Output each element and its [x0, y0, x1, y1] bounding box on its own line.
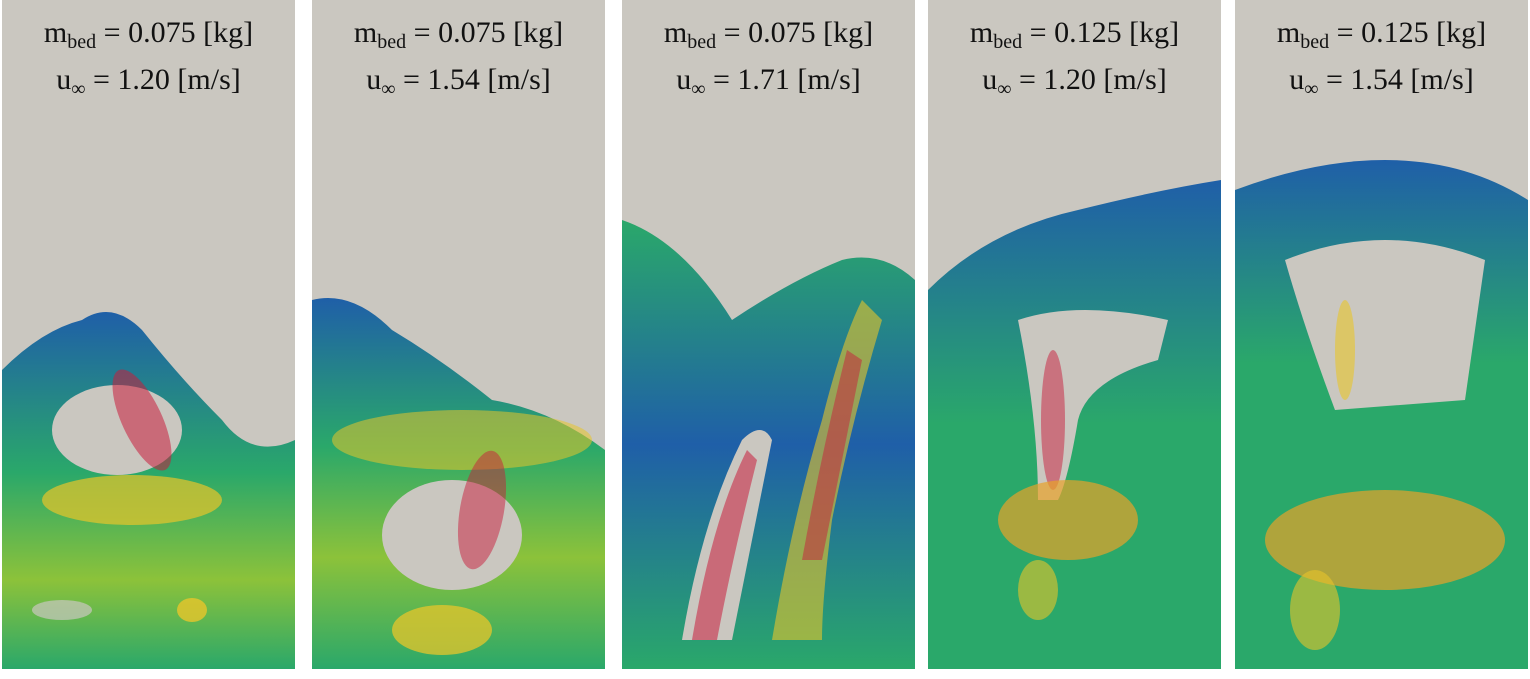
mass-line: mbed = 0.075 [kg]	[353, 16, 564, 53]
simulation-panel-4: mbed = 0.125 [kg] u∞ = 1.20 [m/s]	[928, 0, 1221, 669]
particle-bed-image	[622, 220, 915, 669]
particle-bed-image	[312, 298, 605, 669]
velocity-line: u∞ = 1.54 [m/s]	[1289, 63, 1474, 100]
particle-bed-image	[2, 312, 295, 669]
velocity-line: u∞ = 1.54 [m/s]	[366, 63, 551, 100]
simulation-panel-5: mbed = 0.125 [kg] u∞ = 1.54 [m/s]	[1235, 0, 1528, 669]
mass-line: mbed = 0.125 [kg]	[969, 16, 1180, 53]
panel-label: mbed = 0.125 [kg] u∞ = 1.54 [m/s]	[1235, 14, 1528, 108]
panel-label: mbed = 0.075 [kg] u∞ = 1.71 [m/s]	[622, 14, 915, 108]
simulation-panel-1: mbed = 0.075 [kg] u∞ = 1.20 [m/s]	[2, 0, 295, 669]
panel-label: mbed = 0.125 [kg] u∞ = 1.20 [m/s]	[928, 14, 1221, 108]
simulation-panel-3: mbed = 0.075 [kg] u∞ = 1.71 [m/s]	[622, 0, 915, 669]
velocity-line: u∞ = 1.71 [m/s]	[676, 63, 861, 100]
particle-bed-image	[1235, 160, 1528, 669]
panel-label: mbed = 0.075 [kg] u∞ = 1.20 [m/s]	[2, 14, 295, 108]
mass-line: mbed = 0.075 [kg]	[663, 16, 874, 53]
mass-line: mbed = 0.125 [kg]	[1276, 16, 1487, 53]
panel-label: mbed = 0.075 [kg] u∞ = 1.54 [m/s]	[312, 14, 605, 108]
particle-bed-image	[928, 180, 1221, 669]
simulation-panel-2: mbed = 0.075 [kg] u∞ = 1.54 [m/s]	[312, 0, 605, 669]
velocity-line: u∞ = 1.20 [m/s]	[56, 63, 241, 100]
mass-line: mbed = 0.075 [kg]	[43, 16, 254, 53]
velocity-line: u∞ = 1.20 [m/s]	[982, 63, 1167, 100]
